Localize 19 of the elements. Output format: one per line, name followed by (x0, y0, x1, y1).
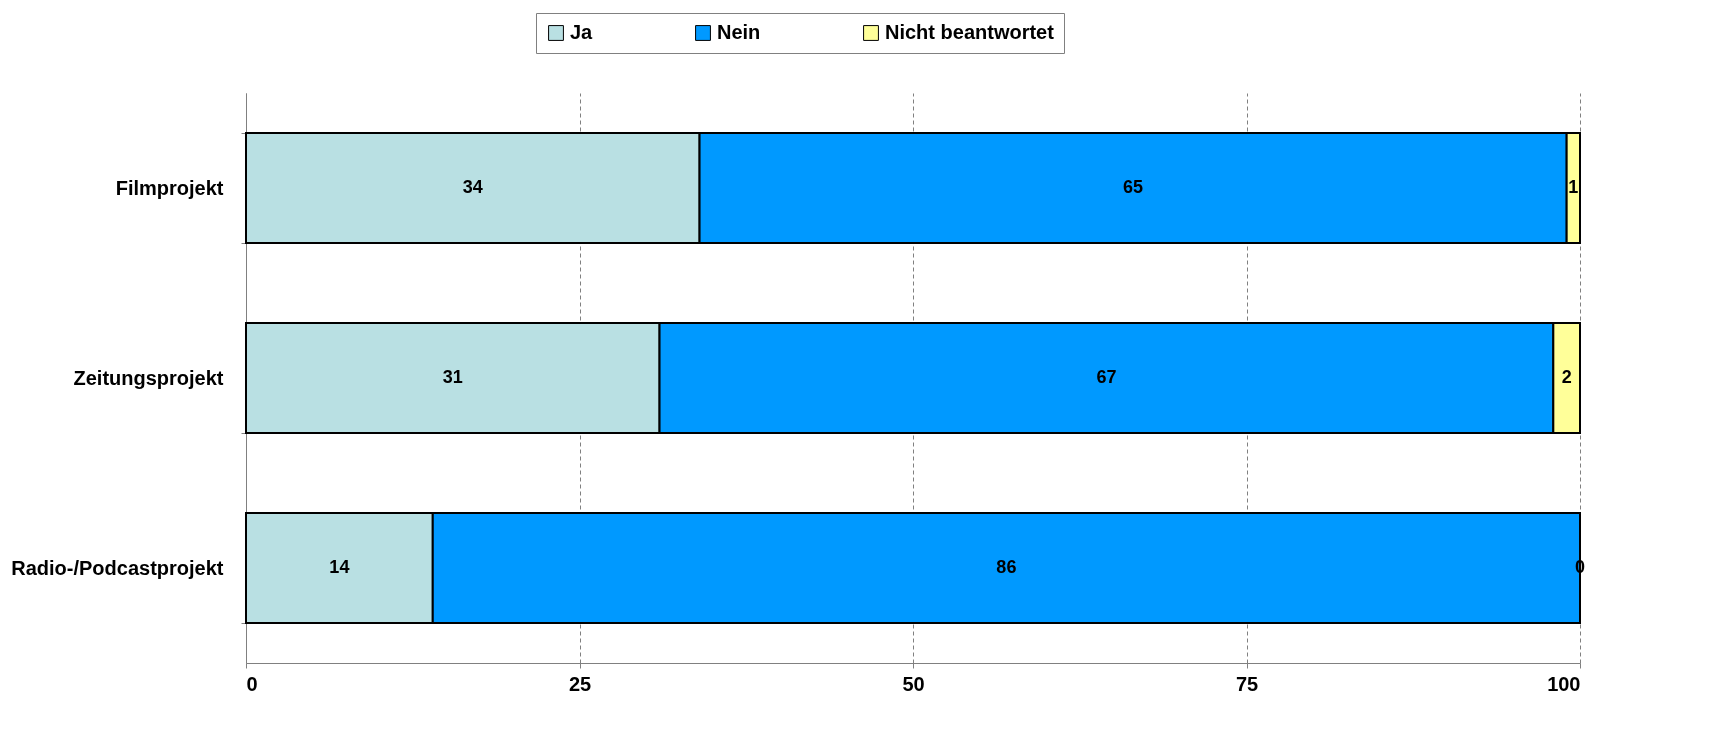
data-label: 31 (442, 367, 463, 387)
legend-label: Nicht beantwortet (885, 21, 1055, 43)
x-tick-label: 0 (246, 672, 258, 695)
x-tick-label: 50 (902, 672, 925, 695)
legend-label: Ja (570, 21, 594, 43)
data-label: 65 (1123, 177, 1144, 197)
legend-label: Nein (717, 21, 761, 43)
y-tick-label: Zeitungsprojekt (73, 366, 224, 389)
y-tick-label: Radio-/Podcastprojekt (11, 556, 224, 579)
data-label: 1 (1568, 177, 1579, 197)
x-tick-label: 100 (1547, 672, 1581, 695)
x-tick-label: 25 (568, 672, 592, 695)
data-label: 67 (1096, 367, 1117, 387)
data-label: 2 (1561, 367, 1572, 387)
x-tick-label: 75 (1235, 672, 1259, 695)
data-label: 34 (462, 177, 483, 197)
data-label: 14 (329, 557, 350, 577)
y-tick-label: Filmprojekt (115, 176, 224, 199)
data-label: 86 (996, 557, 1017, 577)
